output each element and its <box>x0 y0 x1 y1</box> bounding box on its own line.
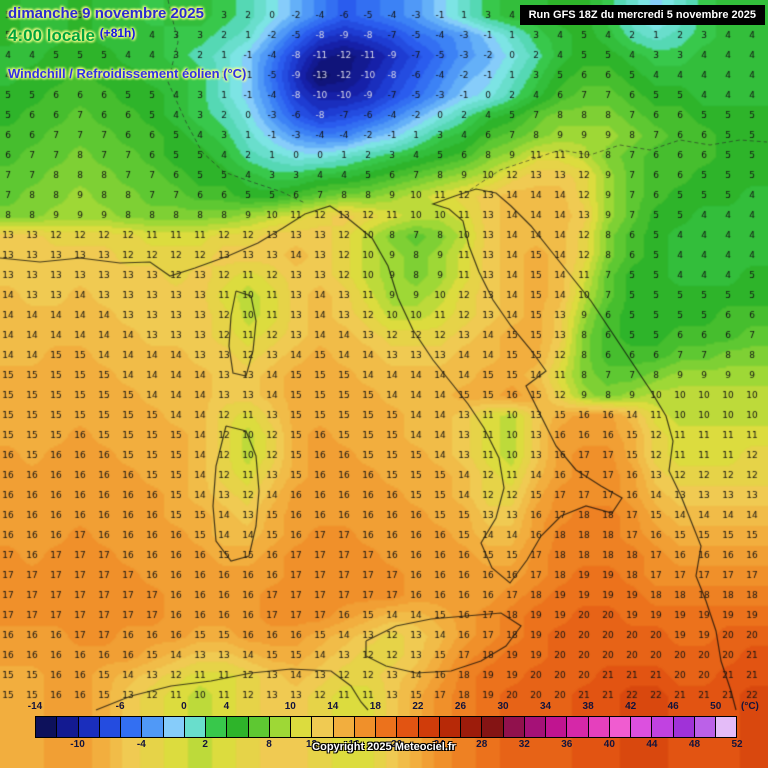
map-variable: Windchill / Refroidissement éolien (°C) <box>8 66 247 81</box>
copyright: Copyright 2025 Meteociel.fr <box>312 741 456 753</box>
forecast-offset: (+81h) <box>99 26 136 40</box>
map-time-text: 4:00 locale <box>8 26 95 45</box>
map-time: 4:00 locale (+81h) <box>8 26 135 46</box>
run-info: Run GFS 18Z du mercredi 5 novembre 2025 <box>519 5 765 25</box>
map-date: dimanche 9 novembre 2025 <box>8 5 204 22</box>
